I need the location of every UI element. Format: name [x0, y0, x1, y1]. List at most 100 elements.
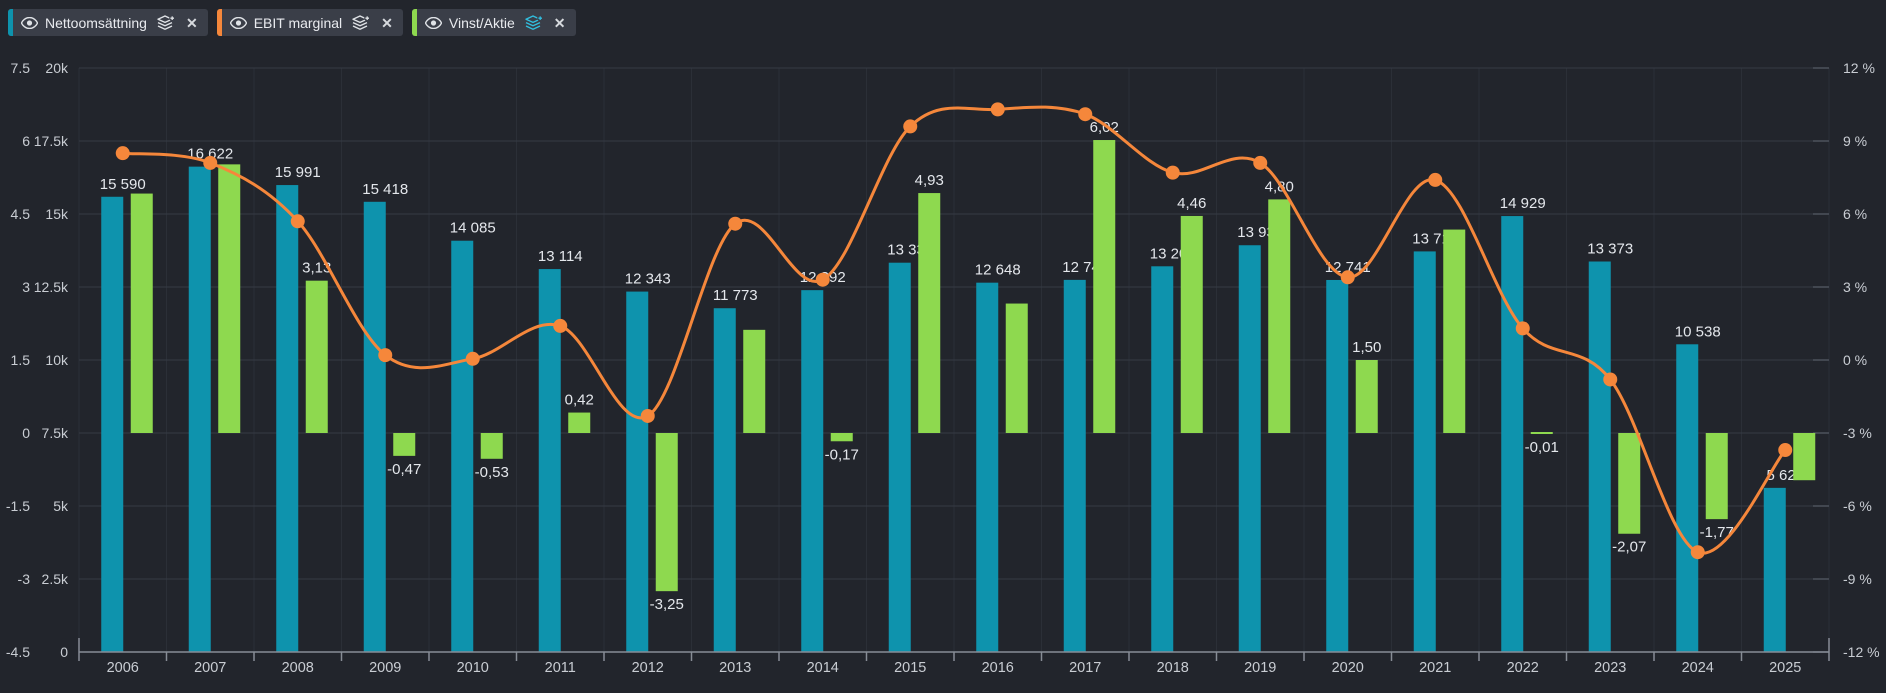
eps-bar-label: -0,17	[825, 446, 859, 463]
eps-bar-2008[interactable]	[305, 280, 328, 433]
year-axis-label: 2012	[632, 660, 664, 676]
ebit-margin-point-2016[interactable]	[990, 102, 1005, 117]
revenue-bar-2022[interactable]	[1501, 216, 1524, 653]
revenue-bar-2012[interactable]	[626, 291, 649, 652]
close-icon[interactable]: ✕	[185, 14, 198, 31]
revenue-bar-2011[interactable]	[538, 269, 561, 652]
revenue-bar-label: 15 590	[100, 176, 146, 193]
year-axis-label: 2008	[282, 660, 314, 676]
ebit-margin-point-2019[interactable]	[1253, 155, 1268, 170]
ebit-margin-point-2011[interactable]	[553, 318, 568, 333]
eps-bar-2019[interactable]	[1268, 199, 1291, 433]
ebit-margin-point-2012[interactable]	[640, 408, 655, 423]
eps-axis-tick-label: 4.5	[11, 206, 31, 222]
close-icon[interactable]: ✕	[381, 14, 393, 31]
layers-settings-icon[interactable]	[351, 14, 371, 31]
revenue-bar-2023[interactable]	[1588, 261, 1611, 652]
layers-settings-icon[interactable]	[156, 14, 176, 31]
eps-bar-2015[interactable]	[918, 193, 941, 433]
visibility-eye-icon[interactable]	[424, 16, 442, 29]
revenue-bar-2019[interactable]	[1238, 245, 1261, 652]
nettoomsattning-color-swatch	[8, 9, 13, 36]
ebit-margin-point-2024[interactable]	[1690, 545, 1705, 560]
revenue-bar-2007[interactable]	[188, 166, 211, 652]
eps-axis-tick-label: -1.5	[6, 498, 30, 514]
ebit-margin-point-2007[interactable]	[203, 155, 218, 170]
close-icon[interactable]: ✕	[553, 14, 566, 31]
revenue-bar-2025[interactable]	[1763, 487, 1786, 652]
eps-bar-2014[interactable]	[830, 433, 853, 442]
eps-bar-label: 4,93	[915, 172, 944, 189]
revenue-bar-2014[interactable]	[801, 290, 824, 652]
year-axis-label: 2015	[894, 660, 926, 676]
year-axis-label: 2011	[545, 660, 576, 676]
revenue-bar-2018[interactable]	[1151, 266, 1174, 652]
eps-bar-label: -0,47	[387, 461, 421, 478]
eps-bar-2007[interactable]	[218, 164, 241, 434]
ebit-margin-point-2006[interactable]	[115, 146, 130, 161]
revenue-bar-2015[interactable]	[888, 262, 911, 652]
revenue-axis-tick-label: 17.5k	[34, 133, 69, 149]
ebit-margin-point-2009[interactable]	[378, 348, 393, 363]
ebit-margin-point-2008[interactable]	[290, 214, 305, 229]
revenue-bar-2010[interactable]	[451, 240, 474, 652]
visibility-eye-icon[interactable]	[229, 16, 247, 29]
eps-bar-2024[interactable]	[1705, 433, 1728, 520]
eps-bar-2021[interactable]	[1443, 229, 1466, 433]
eps-bar-2023[interactable]	[1618, 433, 1641, 534]
ebit-margin-point-2021[interactable]	[1428, 172, 1443, 187]
revenue-bar-2009[interactable]	[363, 201, 386, 652]
eps-bar-2020[interactable]	[1355, 360, 1378, 433]
ebit-margin-point-2014[interactable]	[815, 272, 830, 287]
eps-bar-2025[interactable]	[1793, 433, 1816, 481]
legend-label: Nettoomsättning	[45, 14, 147, 31]
revenue-bar-2020[interactable]	[1326, 279, 1349, 652]
revenue-bar-label: 12 648	[975, 262, 1021, 279]
revenue-axis-tick-label: 2.5k	[42, 571, 69, 587]
eps-bar-label: 1,50	[1352, 339, 1381, 356]
year-axis-label: 2019	[1244, 660, 1276, 676]
ebit-margin-point-2013[interactable]	[728, 216, 743, 231]
eps-bar-2012[interactable]	[655, 433, 678, 592]
revenue-axis-tick-label: 5k	[53, 498, 69, 514]
eps-bar-label: -0,01	[1525, 439, 1559, 456]
ebit-margin-point-2018[interactable]	[1165, 165, 1180, 180]
eps-axis-tick-label: -3	[18, 571, 31, 587]
year-axis-label: 2007	[194, 660, 226, 676]
eps-bar-2009[interactable]	[393, 433, 416, 456]
revenue-bar-2021[interactable]	[1413, 251, 1436, 652]
visibility-eye-icon[interactable]	[21, 16, 38, 29]
eps-bar-2016[interactable]	[1005, 303, 1028, 433]
legend-chip-ebit-marginal[interactable]: EBIT marginal ✕	[216, 9, 403, 36]
ebit-margin-point-2017[interactable]	[1078, 107, 1093, 122]
revenue-bar-2017[interactable]	[1063, 279, 1086, 652]
eps-bar-2011[interactable]	[568, 412, 591, 433]
revenue-bar-2013[interactable]	[713, 308, 736, 652]
layers-settings-icon[interactable]	[524, 14, 544, 31]
ebit-margin-point-2010[interactable]	[465, 351, 480, 366]
ebit-margin-point-2015[interactable]	[903, 119, 918, 134]
revenue-bar-2024[interactable]	[1676, 344, 1699, 652]
eps-bar-2013[interactable]	[743, 329, 766, 433]
revenue-bar-2008[interactable]	[276, 185, 299, 652]
legend-chip-vinst-aktie[interactable]: Vinst/Aktie ✕	[411, 9, 576, 36]
revenue-bar-2006[interactable]	[101, 196, 124, 652]
eps-bar-2017[interactable]	[1093, 140, 1116, 433]
ebit-margin-point-2023[interactable]	[1603, 372, 1618, 387]
eps-bar-2006[interactable]	[130, 193, 153, 433]
ebit-margin-point-2022[interactable]	[1515, 321, 1530, 336]
eps-bar-2022[interactable]	[1530, 432, 1553, 434]
revenue-bar-label: 11 773	[713, 287, 758, 304]
ebit-margin-point-2025[interactable]	[1778, 443, 1793, 458]
eps-bar-2018[interactable]	[1180, 215, 1203, 433]
year-axis-label: 2017	[1069, 660, 1101, 676]
eps-axis-tick-label: 3	[22, 279, 30, 295]
year-axis-label: 2023	[1594, 660, 1626, 676]
legend-chip-nettoomsattning[interactable]: Nettoomsättning ✕	[8, 9, 208, 36]
year-axis-label: 2022	[1507, 660, 1539, 676]
ebit-margin-point-2020[interactable]	[1340, 270, 1355, 285]
revenue-axis-tick-label: 20k	[45, 60, 69, 76]
eps-bar-2010[interactable]	[480, 433, 503, 459]
revenue-bar-2016[interactable]	[976, 282, 999, 652]
